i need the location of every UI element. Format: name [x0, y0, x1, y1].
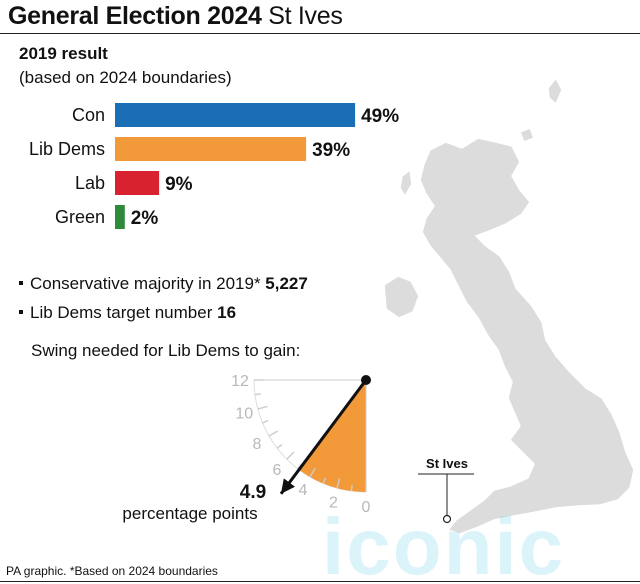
- iconic-watermark: iconic: [322, 502, 565, 584]
- bar-green: [115, 205, 125, 229]
- gauge-tick-label: 0: [362, 499, 371, 516]
- northern-isles-shape: [519, 77, 563, 143]
- gauge-needle: [279, 379, 368, 495]
- title-constituency: St Ives: [268, 2, 343, 30]
- target-label: Lib Dems target number: [30, 303, 213, 322]
- title-main: General Election 2024: [8, 2, 262, 30]
- st-ives-marker: [442, 514, 452, 524]
- gauge-tick: [262, 419, 269, 424]
- gauge-tick-label: 8: [252, 436, 261, 453]
- result-bar-chart: Con 49% Lib Dems 39% Lab 9% Green 2%: [29, 103, 399, 229]
- gauge-fill-sector: [299, 380, 366, 492]
- gauge-tick-label: 4: [299, 482, 308, 499]
- bar-value-label: 39%: [312, 140, 350, 161]
- st-ives-label: St Ives: [426, 456, 468, 471]
- hebrides-shape: [399, 169, 413, 197]
- majority-label: Conservative majority in 2019*: [30, 274, 261, 293]
- bar-lab: [115, 171, 160, 195]
- map-land: [383, 77, 635, 535]
- gauge-tick: [309, 467, 316, 478]
- bar-con: [115, 103, 356, 127]
- result-heading: 2019 result: [19, 44, 108, 63]
- bar-value-label: 49%: [361, 106, 399, 127]
- bullet-marker: [19, 280, 23, 285]
- footer-divider: [0, 581, 640, 582]
- gauge-tick: [286, 451, 295, 460]
- gauge-needle-head: [281, 478, 295, 494]
- bar-value-label: 2%: [131, 208, 159, 229]
- gauge-tick-label: 10: [235, 406, 253, 423]
- northern-ireland-shape: [383, 275, 420, 319]
- great-britain-shape: [419, 137, 635, 535]
- gauge-tick: [336, 478, 341, 489]
- bar-category-label: Con: [72, 105, 105, 125]
- gauge-unit-label: percentage points: [122, 504, 257, 523]
- page-title: General Election 2024 St Ives: [8, 2, 343, 31]
- gauge-tick-label: 2: [329, 495, 338, 512]
- gauge-tick: [350, 485, 353, 492]
- bar-category-label: Lab: [75, 173, 105, 193]
- title-divider: [0, 33, 640, 34]
- gauge-tick: [268, 430, 279, 437]
- target-stat: Lib Dems target number 16: [19, 303, 236, 323]
- bar-lib-dems: [115, 137, 307, 161]
- bar-category-label: Green: [55, 207, 105, 227]
- majority-stat: Conservative majority in 2019* 5,227: [19, 274, 308, 294]
- result-note: (based on 2024 boundaries): [19, 68, 232, 87]
- gauge-pivot: [361, 375, 371, 385]
- target-value: 16: [217, 303, 237, 322]
- footer-note: PA graphic. *Based on 2024 boundaries: [6, 564, 218, 578]
- bar-category-label: Lib Dems: [29, 139, 105, 159]
- gauge-tick: [322, 477, 327, 484]
- gauge-tick: [257, 405, 268, 410]
- gauge-tick-label: 6: [272, 462, 281, 479]
- bullet-marker: [19, 309, 23, 314]
- bar-value-label: 9%: [165, 174, 193, 195]
- gauge-value-label: 4.9: [240, 482, 266, 503]
- majority-value: 5,227: [265, 274, 308, 293]
- gauge-tick-label: 12: [231, 373, 249, 390]
- swing-heading: Swing needed for Lib Dems to gain:: [31, 341, 301, 360]
- gauge-tick: [276, 443, 283, 449]
- st-ives-callout: St Ives: [418, 456, 474, 524]
- gauge-tick: [254, 393, 261, 396]
